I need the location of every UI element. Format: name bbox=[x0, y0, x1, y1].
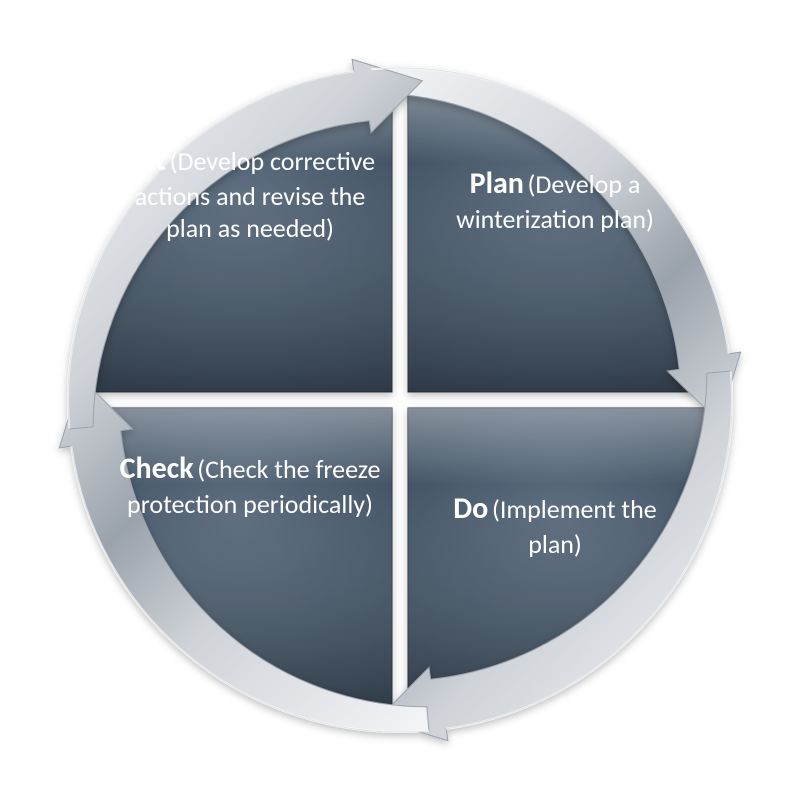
label-do: Do (Implement the plan) bbox=[430, 490, 680, 560]
plan-title: Plan bbox=[470, 165, 524, 202]
do-desc: (Implement the plan) bbox=[492, 493, 657, 560]
do-title: Do bbox=[453, 490, 488, 527]
check-title: Check bbox=[120, 450, 194, 487]
act-title: Act bbox=[125, 142, 166, 179]
pdca-cycle-diagram: Plan (Develop a winterization plan) Do (… bbox=[50, 50, 750, 750]
label-check: Check (Check the freeze protection perio… bbox=[115, 450, 385, 520]
label-act: Act (Develop corrective actions and revi… bbox=[110, 142, 390, 245]
label-plan: Plan (Develop a winterization plan) bbox=[430, 165, 680, 235]
act-desc: (Develop corrective actions and revise t… bbox=[135, 145, 375, 244]
